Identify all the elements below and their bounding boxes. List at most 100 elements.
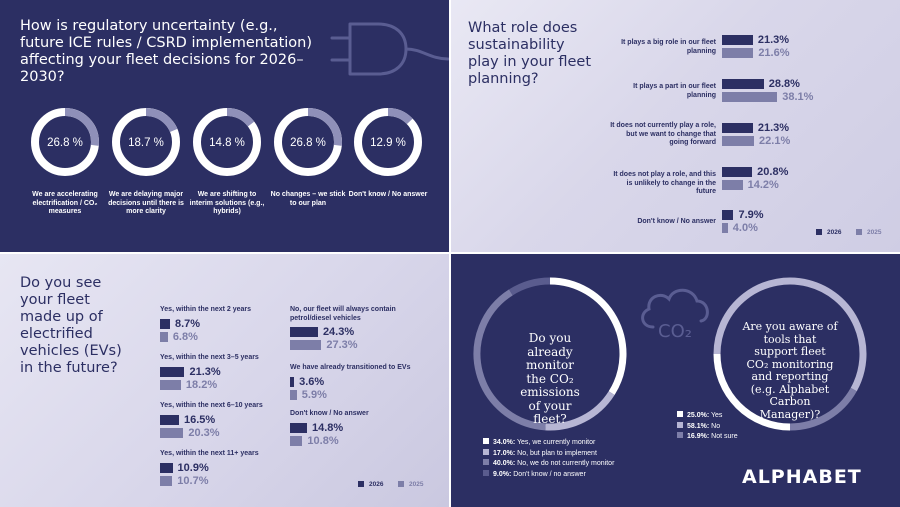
legend-swatch	[677, 432, 683, 438]
legend-label: Don't know / no answer	[511, 470, 586, 478]
bar-2025	[290, 340, 322, 350]
horizontal-divider	[0, 252, 900, 254]
bar-2026	[160, 415, 179, 425]
bar-2025-value: 10.8%	[307, 435, 339, 447]
donut-legend-item: 34.0%: Yes, we currently monitor	[483, 438, 595, 447]
donut-category-label: We are accelerating electrification / CO…	[32, 191, 98, 215]
co2-icon-text: CO₂	[658, 321, 692, 342]
bar-2025	[290, 436, 303, 446]
bar-2026	[722, 123, 753, 133]
bar-category-label: We have already transitioned to EVs	[290, 364, 411, 371]
donut-value-label: 26.8 %	[290, 137, 326, 149]
donut-segment	[713, 353, 791, 431]
bar-2026	[160, 463, 173, 473]
donut-segment	[789, 387, 857, 431]
donut-value-label: 18.7 %	[128, 137, 164, 149]
bar-2026	[290, 377, 295, 387]
bar-category-label: No, our fleet will always contain petrol…	[290, 306, 396, 322]
bar-2025	[722, 48, 754, 58]
legend-value: 25.0%:	[687, 412, 710, 419]
donut-segment	[145, 108, 178, 133]
bar-2025-value: 22.1%	[759, 135, 791, 147]
legend-2025-swatch	[856, 229, 862, 235]
donut-segment	[307, 108, 342, 146]
bar-2025	[722, 92, 778, 102]
legend-label: Yes, we currently monitor	[515, 439, 596, 446]
legend-swatch	[677, 411, 683, 417]
legend-2026-label: 2026	[369, 481, 384, 488]
bar-2026	[160, 319, 170, 329]
legend-2026-label: 2026	[827, 229, 842, 236]
bar-2025-value: 20.3%	[188, 427, 220, 439]
bar-category-label: It does not play a role, and this is unl…	[613, 171, 716, 195]
bar-category-label: Don't know / No answer	[637, 218, 716, 225]
legend-label: No, we do not currently monitor	[515, 460, 615, 467]
bar-2026-value: 21.3%	[757, 34, 790, 46]
co2-monitoring-panel: CO₂ Do you already monitor the CO₂ emiss…	[450, 253, 900, 507]
bar-2026	[722, 79, 764, 89]
q4-left-question: Do you already monitor the CO₂ emissions…	[520, 331, 580, 426]
legend-value: 34.0%:	[493, 439, 516, 446]
bar-2025	[722, 136, 755, 146]
donut-legend-item: 17.0%: No, but plan to implement	[483, 448, 597, 458]
q1-donut-chart: 26.8 % 18.7 % 14.8 % 26.8 % 12.9 %	[31, 108, 422, 176]
donut-legend-item: 40.0%: No, we do not currently monitor	[483, 459, 614, 468]
q2-title: What role does sustainability play in yo…	[468, 20, 592, 87]
legend-2026-swatch	[358, 481, 364, 487]
legend-2025-swatch	[398, 481, 404, 487]
bar-2026-value: 21.3%	[757, 122, 790, 134]
bar-2025-value: 10.7%	[177, 475, 209, 487]
donut-segment	[226, 108, 255, 127]
bar-2025	[160, 476, 173, 486]
q1-title: How is regulatory uncertainty (e.g., fut…	[20, 18, 312, 85]
bar-category-label: Don't know / No answer	[290, 410, 369, 417]
donut-value-label: 12.9 %	[370, 137, 406, 149]
bar-2026-value: 24.3%	[322, 326, 355, 338]
bar-2025-value: 4.0%	[732, 222, 758, 234]
legend-value: 17.0%:	[493, 449, 516, 457]
legend-label: Not sure	[709, 433, 738, 440]
bar-2025-value: 14.2%	[747, 179, 779, 191]
donut-value-label: 14.8 %	[209, 137, 245, 149]
bar-2025-value: 21.6%	[758, 47, 790, 59]
q4-right-question: Are you aware of tools that support flee…	[742, 320, 838, 421]
bar-2025	[722, 180, 743, 190]
bar-2026-value: 16.5%	[183, 414, 216, 426]
bar-2025-value: 27.3%	[326, 339, 358, 351]
q4-donut-charts	[473, 277, 867, 431]
donut-category-label: We are shifting to interim solutions (e.…	[189, 191, 265, 215]
bar-category-label: It does not currently play a role, but w…	[610, 122, 716, 146]
bar-2026	[290, 327, 318, 337]
sustainability-role-panel: What role does sustainability play in yo…	[450, 0, 900, 253]
donut-segment	[509, 277, 551, 296]
donut-segment	[64, 108, 99, 146]
regulatory-uncertainty-panel: How is regulatory uncertainty (e.g., fut…	[0, 0, 450, 253]
bar-2025-value: 5.9%	[301, 389, 327, 401]
legend-value: 40.0%:	[493, 460, 516, 467]
legend-label: No, but plan to implement	[515, 449, 597, 457]
legend-label: No	[709, 422, 721, 430]
donut-segment	[387, 108, 413, 125]
donut-legend-item: 16.9%: Not sure	[677, 432, 738, 441]
bar-category-label: Yes, within the next 6–10 years	[160, 402, 263, 409]
legend-label: Yes	[709, 412, 723, 419]
donut-segment	[713, 277, 867, 392]
co2-cloud-icon: CO₂	[641, 288, 709, 342]
donut-legend-item: 25.0%: Yes	[677, 411, 722, 420]
bar-2025	[722, 223, 728, 233]
legend-swatch	[483, 448, 489, 455]
donut-segment	[473, 289, 546, 431]
donut-category-label: No changes – we stick to our plan	[270, 191, 346, 207]
ev-plug-icon	[330, 22, 450, 76]
bar-2026-value: 28.8%	[768, 78, 800, 90]
bar-2026-value: 21.3%	[189, 366, 221, 378]
legend-swatch	[677, 421, 683, 428]
bar-category-label: Yes, within the next 3–5 years	[160, 354, 259, 361]
donut-segment	[549, 277, 627, 395]
bar-2025	[160, 428, 184, 438]
legend-swatch	[483, 438, 489, 444]
bar-2026	[722, 167, 753, 177]
bar-2026	[722, 35, 753, 45]
bar-2026-value: 8.7%	[175, 318, 201, 330]
bar-2026-value: 7.9%	[738, 209, 764, 221]
